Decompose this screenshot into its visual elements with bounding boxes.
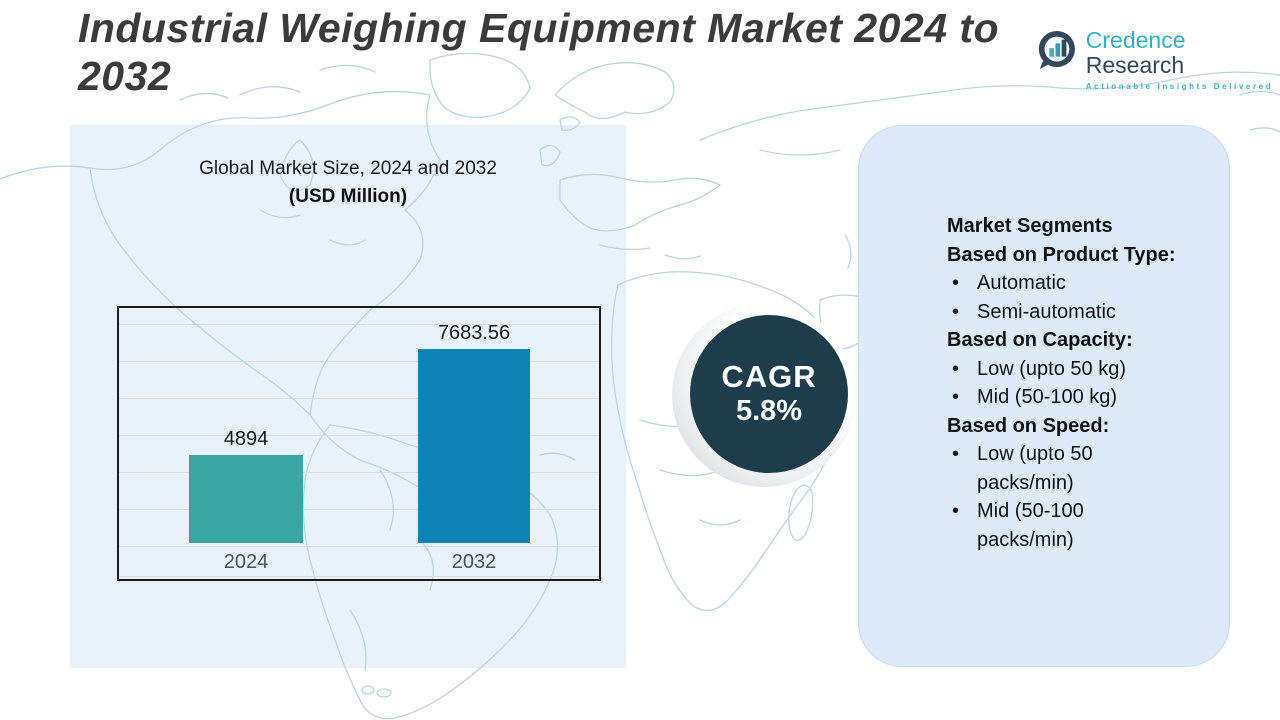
segment-group-speed: Based on Speed: xyxy=(947,414,1110,437)
x-axis-label-2032: 2032 xyxy=(451,551,497,573)
market-segments-panel: Market Segments Based on Product Type: A… xyxy=(858,125,1230,667)
cagr-badge: CAGR 5.8% xyxy=(690,315,848,473)
segment-item: Semi-automatic xyxy=(947,298,1155,327)
logo-brand-secondary: Research xyxy=(1085,52,1185,79)
bar-2032 xyxy=(418,349,530,543)
segment-list-capacity: Low (upto 50 kg) Mid (50-100 kg) xyxy=(947,355,1197,412)
segment-group-product-type: Based on Product Type: xyxy=(947,243,1176,266)
segment-item: Low (upto 50 packs/min) xyxy=(947,440,1155,497)
bar-chart: 4894 7683.56 2024 2032 xyxy=(117,306,601,581)
segments-heading: Market Segments xyxy=(947,215,1113,237)
logo-text: Credence Research Actionable Insights De… xyxy=(1085,27,1280,91)
logo-tagline: Actionable Insights Delivered xyxy=(1085,81,1274,91)
page-title: Industrial Weighing Equipment Market 202… xyxy=(78,5,1000,100)
x-axis-label-2024: 2024 xyxy=(223,551,269,573)
segment-item: Low (upto 50 kg) xyxy=(947,355,1155,384)
chart-subtitle: (USD Million) xyxy=(288,186,408,207)
segment-item: Mid (50-100 packs/min) xyxy=(947,497,1155,554)
segment-list-speed: Low (upto 50 packs/min) Mid (50-100 pack… xyxy=(947,440,1197,554)
bar-group-2024: 4894 xyxy=(189,428,303,543)
credence-logo-icon xyxy=(1038,31,1075,69)
segment-item: Automatic xyxy=(947,269,1155,298)
logo-brand-primary: Credence xyxy=(1085,27,1186,53)
segment-group-capacity: Based on Capacity: xyxy=(947,329,1133,351)
logo-brand-name: Credence Research xyxy=(1085,27,1280,79)
bar-group-2032: 7683.56 xyxy=(418,322,530,543)
gridline xyxy=(119,576,599,577)
gridline xyxy=(119,546,599,547)
cagr-label: CAGR xyxy=(721,358,817,394)
bar-value-2032: 7683.56 xyxy=(437,322,511,344)
chart-title: Global Market Size, 2024 and 2032 xyxy=(199,158,497,179)
segment-list-product-type: Automatic Semi-automatic xyxy=(947,269,1197,326)
segment-item: Mid (50-100 kg) xyxy=(947,383,1155,412)
bar-2024 xyxy=(189,455,303,543)
market-segments-content: Market Segments Based on Product Type: A… xyxy=(947,212,1197,554)
bar-value-2024: 4894 xyxy=(223,428,269,450)
credence-research-logo: Credence Research Actionable Insights De… xyxy=(1036,27,1280,91)
cagr-value: 5.8% xyxy=(735,394,803,427)
market-size-chart-panel: Global Market Size, 2024 and 2032 (USD M… xyxy=(70,125,626,668)
